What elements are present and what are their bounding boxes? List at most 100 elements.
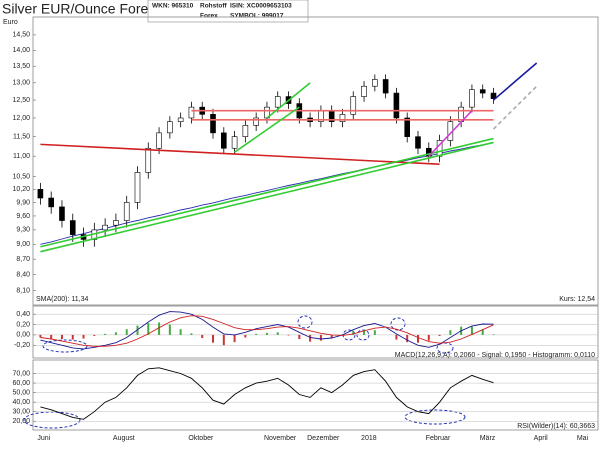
y-tick-label: 50,00 <box>12 389 30 396</box>
y-tick-label: 8,40 <box>16 271 30 278</box>
y-tick-label: 8,10 <box>16 287 30 294</box>
y-tick-label: 12,50 <box>12 97 30 104</box>
sma-label: SMA(200): 11,34 <box>36 296 89 303</box>
histogram-bar <box>190 333 193 335</box>
info-frame <box>147 0 309 23</box>
histogram-bar <box>406 334 409 343</box>
histogram-bar <box>373 330 376 335</box>
x-tick-label: Oktober <box>188 435 214 442</box>
histogram-bar <box>309 334 312 342</box>
y-tick-label: 11,50 <box>13 134 30 141</box>
y-tick-label: 70,00 <box>12 370 30 377</box>
symbol: SYMBOL: 999017 <box>230 13 284 20</box>
histogram-bar <box>287 334 290 336</box>
histogram-bar <box>470 326 473 335</box>
histogram-bar <box>71 334 74 340</box>
histogram-bar <box>212 334 215 343</box>
x-tick-label: Mai <box>577 435 589 442</box>
x-tick-label: Juni <box>37 435 50 442</box>
macd-line <box>40 315 494 347</box>
y-tick-label: 9,30 <box>16 227 30 234</box>
histogram-bar <box>201 334 204 339</box>
y-axis-label: Euro <box>3 19 18 26</box>
candle-body <box>188 106 195 119</box>
histogram-bar <box>147 322 150 335</box>
y-tick-label: 10,50 <box>12 173 30 180</box>
trendline <box>492 62 538 101</box>
y-tick-label: 40,00 <box>12 399 30 406</box>
x-tick-label: November <box>264 435 297 442</box>
kind: Rohstoff <box>200 3 228 10</box>
highlight-ellipse <box>404 409 466 425</box>
histogram-bar <box>158 322 161 335</box>
histogram-bar <box>39 334 42 338</box>
y-tick-label: 20,00 <box>12 418 30 425</box>
price-label: Kurs: 12,54 <box>559 296 595 303</box>
y-tick-label: 10,20 <box>12 186 30 193</box>
candle-body <box>231 136 238 149</box>
candle-body <box>372 79 378 87</box>
trendline <box>266 82 311 119</box>
macd-panel <box>32 305 599 359</box>
histogram-bar <box>492 334 495 335</box>
y-tick-label: -0,20 <box>14 342 30 349</box>
trendline <box>428 110 473 157</box>
histogram-bar <box>114 332 117 335</box>
candle-body <box>274 96 281 108</box>
macd-label: MACD(12,26,9,A): 0,2060 - Signal: 0,1950… <box>395 352 595 359</box>
histogram-bar <box>276 332 279 335</box>
y-tick-label: 9,60 <box>16 213 30 220</box>
histogram-bar <box>363 329 366 335</box>
histogram-bar <box>244 334 247 338</box>
candle-body <box>404 117 411 137</box>
y-tick-label: 9,00 <box>16 241 30 248</box>
x-tick-label: August <box>113 435 135 442</box>
candle-body <box>123 202 130 221</box>
histogram-bar <box>50 334 53 339</box>
candle-body <box>361 85 367 97</box>
y-tick-label: 8,70 <box>16 256 30 263</box>
market: Forex <box>200 13 218 20</box>
y-tick-label: 30,00 <box>12 409 30 416</box>
wkn: WKN: 965310 <box>152 3 194 10</box>
x-tick-label: April <box>534 435 548 442</box>
candle-body <box>156 132 162 149</box>
histogram-bar <box>82 334 85 339</box>
trendline <box>40 143 440 166</box>
candle-body <box>469 89 475 108</box>
main-panel <box>32 16 599 306</box>
histogram-bar <box>255 333 258 335</box>
candle-body <box>242 125 249 137</box>
candle-body <box>350 96 357 115</box>
rsi-line <box>40 367 494 420</box>
candle-body <box>339 114 346 122</box>
rsi-panel <box>32 359 599 431</box>
x-tick-label: März <box>480 435 496 442</box>
histogram-bar <box>395 334 398 340</box>
histogram-bar <box>60 334 63 340</box>
histogram-bar <box>125 329 128 335</box>
y-tick-label: 0,20 <box>16 321 30 328</box>
y-tick-label: 12,00 <box>12 115 30 122</box>
y-tick-label: 14,50 <box>12 32 30 39</box>
histogram-bar <box>427 334 430 341</box>
x-tick-label: Dezember <box>307 435 340 442</box>
histogram-bar <box>233 334 236 343</box>
trendline <box>492 85 538 130</box>
chart-title: Silver EUR/Ounce Forex <box>2 1 155 17</box>
histogram-bar <box>330 334 333 339</box>
histogram-bar <box>352 330 355 335</box>
candle-body <box>37 189 44 199</box>
trendline <box>40 137 494 248</box>
info-box: WKN: 965310 Rohstoff ISIN: XC0009653103 … <box>147 0 309 23</box>
candle-body <box>220 132 227 149</box>
histogram-bar <box>319 334 322 341</box>
y-tick-label: 0,40 <box>16 311 30 318</box>
histogram-bar <box>222 334 225 346</box>
x-tick-label: Februar <box>426 435 451 442</box>
y-tick-label: 60,00 <box>12 380 30 387</box>
highlight-ellipse <box>297 315 313 329</box>
histogram-bar <box>179 329 182 335</box>
candle-body <box>167 121 173 134</box>
